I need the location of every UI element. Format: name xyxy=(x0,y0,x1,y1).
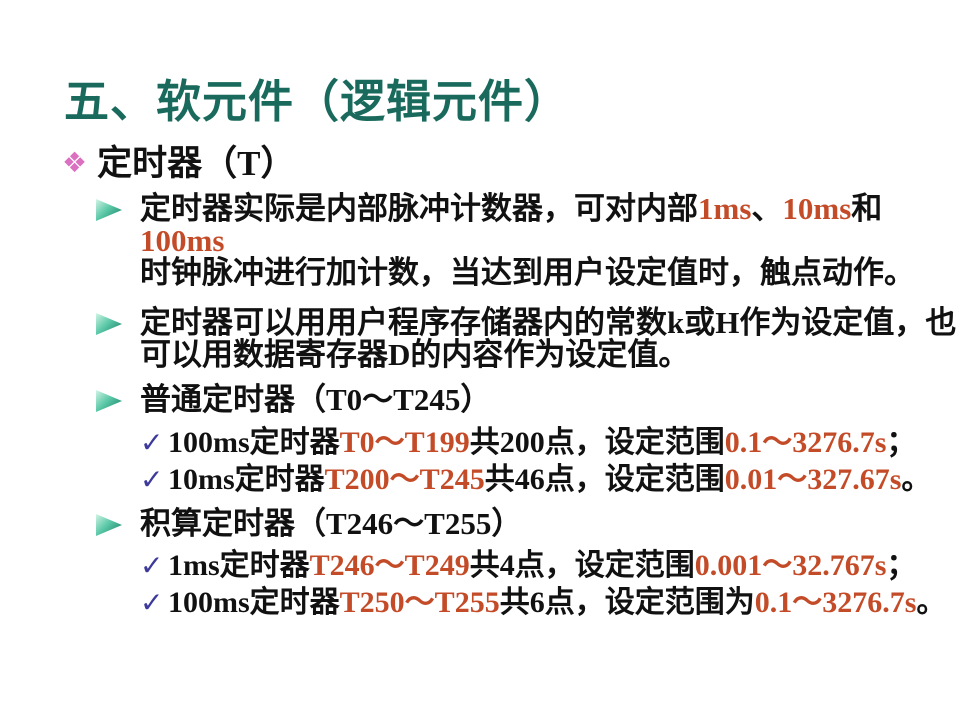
checkmark-icon: ✓ xyxy=(140,549,164,582)
text-line: 定时器可以用用户程序存储器内的常数k或H作为设定值，也 xyxy=(140,305,957,340)
bullet-normal-timer: 普通定时器（T0～T245） xyxy=(96,384,960,416)
checkmark-icon: ✓ xyxy=(140,586,164,619)
section-header-label: 定时器（T） xyxy=(97,144,296,183)
arrow-bullet-icon xyxy=(96,307,140,371)
check-item-text: 10ms定时器T200～T245共46点，设定范围0.01～327.67s。 xyxy=(168,463,932,496)
text-line: 时钟脉冲进行加计数，当达到用户设定值时，触点动作。 xyxy=(140,255,915,290)
section-header-timer: ❖ 定时器（T） xyxy=(62,143,960,184)
text-line: 可以用数据寄存器D的内容作为设定值。 xyxy=(140,337,690,372)
check-item-text: 100ms定时器T250～T255共6点，设定范围为0.1～3276.7s。 xyxy=(168,586,947,619)
check-item-1ms-accumulative: ✓ 1ms定时器T246～T249共4点，设定范围0.001～32.767s； xyxy=(140,548,960,584)
bullet-text: 定时器可以用用户程序存储器内的常数k或H作为设定值，也 可以用数据寄存器D的内容… xyxy=(140,307,956,371)
check-item-100ms-accumulative: ✓ 100ms定时器T250～T255共6点，设定范围为0.1～3276.7s。 xyxy=(140,585,960,621)
checkmark-icon: ✓ xyxy=(140,426,164,459)
text-line: 普通定时器（T0～T245） xyxy=(140,382,492,417)
text-line: 积算定时器（T246～T255） xyxy=(140,506,523,541)
check-item-100ms-normal: ✓ 100ms定时器T0～T199共200点，设定范围0.1～3276.7s； xyxy=(140,425,960,461)
bullet-text: 积算定时器（T246～T255） xyxy=(140,508,522,540)
check-item-text: 1ms定时器T246～T249共4点，设定范围0.001～32.767s； xyxy=(168,549,917,582)
arrow-bullet-icon xyxy=(96,193,140,289)
bullet-text: 定时器实际是内部脉冲计数器，可对内部1ms、10ms和100ms 时钟脉冲进行加… xyxy=(140,193,960,289)
check-item-text: 100ms定时器T0～T199共200点，设定范围0.1～3276.7s； xyxy=(168,426,917,459)
bullet-timer-setvalue: 定时器可以用用户程序存储器内的常数k或H作为设定值，也 可以用数据寄存器D的内容… xyxy=(96,307,960,371)
page-title: 五、软元件（逻辑元件） xyxy=(64,76,571,127)
text-line: 定时器实际是内部脉冲计数器，可对内部1ms、10ms和100ms xyxy=(140,191,883,258)
check-item-10ms-normal: ✓ 10ms定时器T200～T245共46点，设定范围0.01～327.67s。 xyxy=(140,462,960,498)
checkmark-icon: ✓ xyxy=(140,463,164,496)
bullet-accumulative-timer: 积算定时器（T246～T255） xyxy=(96,508,960,540)
bullet-timer-principle: 定时器实际是内部脉冲计数器，可对内部1ms、10ms和100ms 时钟脉冲进行加… xyxy=(96,193,960,289)
arrow-bullet-icon xyxy=(96,508,140,540)
bullet-text: 普通定时器（T0～T245） xyxy=(140,384,491,416)
arrow-bullet-icon xyxy=(96,384,140,416)
diamond-cluster-icon: ❖ xyxy=(62,146,88,179)
